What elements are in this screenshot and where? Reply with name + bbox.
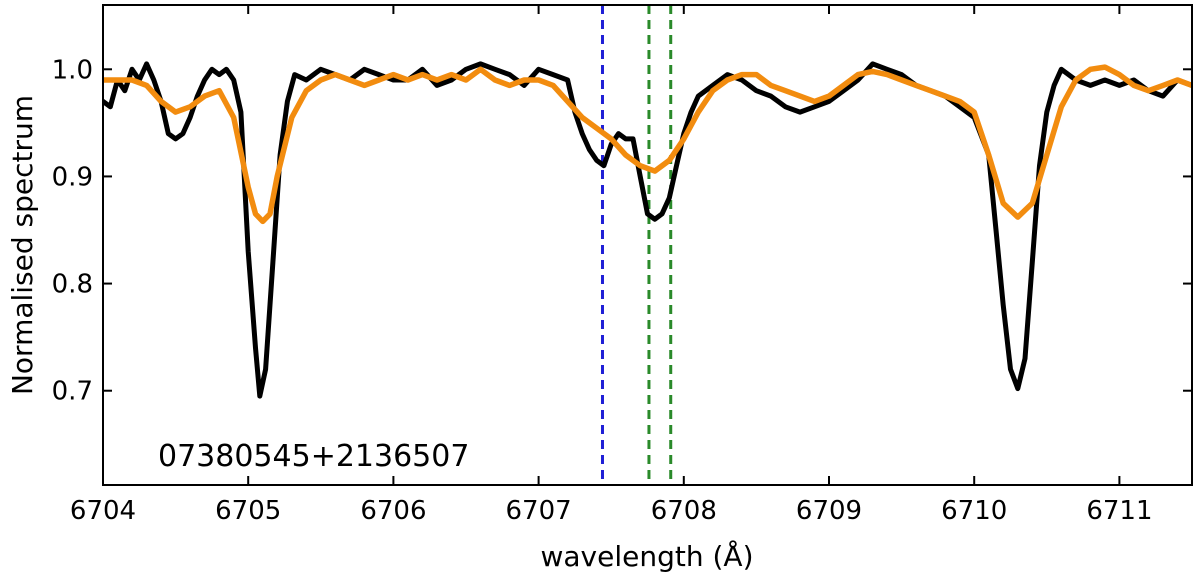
y-axis-title: Normalised spectrum <box>6 95 39 395</box>
x-tick-label: 6711 <box>1086 496 1152 526</box>
x-tick-label: 6704 <box>70 496 136 526</box>
x-axis-title: wavelength (Å) <box>540 539 753 573</box>
y-tick-label: 0.7 <box>52 377 93 407</box>
spectrum-series-1 <box>103 64 1192 225</box>
x-tick-label: 6710 <box>941 496 1007 526</box>
x-tick-label: 6708 <box>651 496 717 526</box>
plot-frame <box>102 4 1193 486</box>
y-tick-label: 1.0 <box>52 55 93 85</box>
x-tick-label: 6707 <box>506 496 572 526</box>
spectrum-series-0 <box>103 61 1192 399</box>
x-tick-label: 6705 <box>215 496 281 526</box>
y-tick-label: 0.8 <box>52 270 93 300</box>
x-tick-label: 6709 <box>796 496 862 526</box>
x-tick-label: 6706 <box>360 496 426 526</box>
y-tick-label: 0.9 <box>52 162 93 192</box>
star-id-annotation: 07380545+2136507 <box>158 439 469 474</box>
